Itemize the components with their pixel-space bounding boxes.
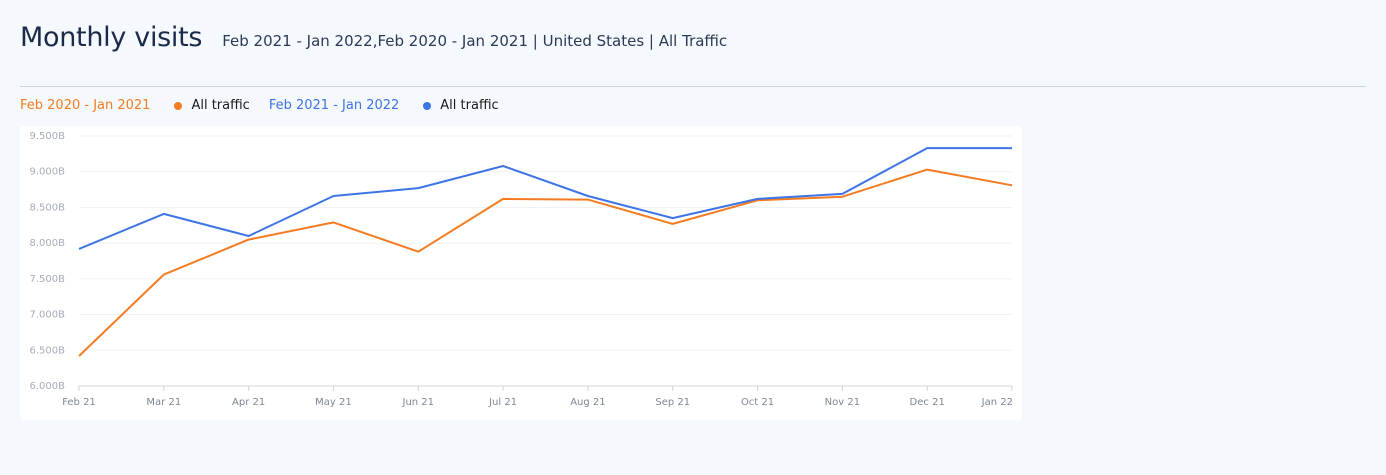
page-title: Monthly visits bbox=[20, 22, 203, 53]
x-tick-label: Jul 21 bbox=[488, 397, 517, 408]
page-subtitle: Feb 2021 - Jan 2022,Feb 2020 - Jan 2021 … bbox=[222, 32, 728, 50]
legend-dot-current bbox=[423, 101, 432, 110]
legend-dot-previous bbox=[174, 101, 183, 110]
series-line-previous bbox=[78, 168, 1013, 357]
y-tick-label: 9.000B bbox=[30, 167, 66, 178]
x-tick-label: Aug 21 bbox=[570, 397, 605, 408]
chart-header: Monthly visits Feb 2021 - Jan 2022,Feb 2… bbox=[20, 22, 727, 53]
x-tick-label: May 21 bbox=[315, 397, 352, 408]
x-tick-label: Mar 21 bbox=[146, 397, 181, 408]
y-tick-label: 8.000B bbox=[30, 238, 66, 249]
y-tick-label: 7.500B bbox=[30, 274, 66, 285]
x-tick-label: Nov 21 bbox=[825, 397, 860, 408]
y-tick-label: 6.500B bbox=[30, 345, 66, 356]
legend-range-current: Feb 2021 - Jan 2022 bbox=[268, 98, 400, 113]
x-tick-label: Apr 21 bbox=[232, 397, 265, 408]
y-tick-label: 8.500B bbox=[30, 202, 66, 213]
chart-panel: 6.000B 6.500B 7.000B 7.500B 8.000B 8.500B 9.00… bbox=[20, 126, 1022, 420]
x-tick-label: Dec 21 bbox=[910, 397, 945, 408]
legend-label-current[interactable]: All traffic bbox=[440, 98, 499, 113]
line-chart: 6.000B 6.500B 7.000B 7.500B 8.000B 8.500B 9.00… bbox=[30, 131, 1014, 408]
y-tick-label: 7.000B bbox=[30, 310, 66, 321]
chart-legend: Feb 2020 - Jan 2021 All traffic Feb 2021… bbox=[20, 98, 518, 113]
y-tick-label: 9.500B bbox=[30, 131, 66, 142]
x-tick-label: Feb 21 bbox=[62, 397, 96, 408]
legend-label-previous[interactable]: All traffic bbox=[191, 98, 250, 113]
x-tick-label: Jan 22 bbox=[981, 397, 1013, 408]
x-tick-label: Oct 21 bbox=[741, 397, 774, 408]
header-divider bbox=[20, 86, 1366, 87]
y-tick-label: 6.000B bbox=[30, 381, 66, 392]
legend-range-previous: Feb 2020 - Jan 2021 bbox=[20, 98, 151, 113]
series-line-current bbox=[78, 147, 1012, 250]
x-tick-label: Jun 21 bbox=[402, 397, 435, 408]
x-tick-label: Sep 21 bbox=[655, 397, 690, 408]
